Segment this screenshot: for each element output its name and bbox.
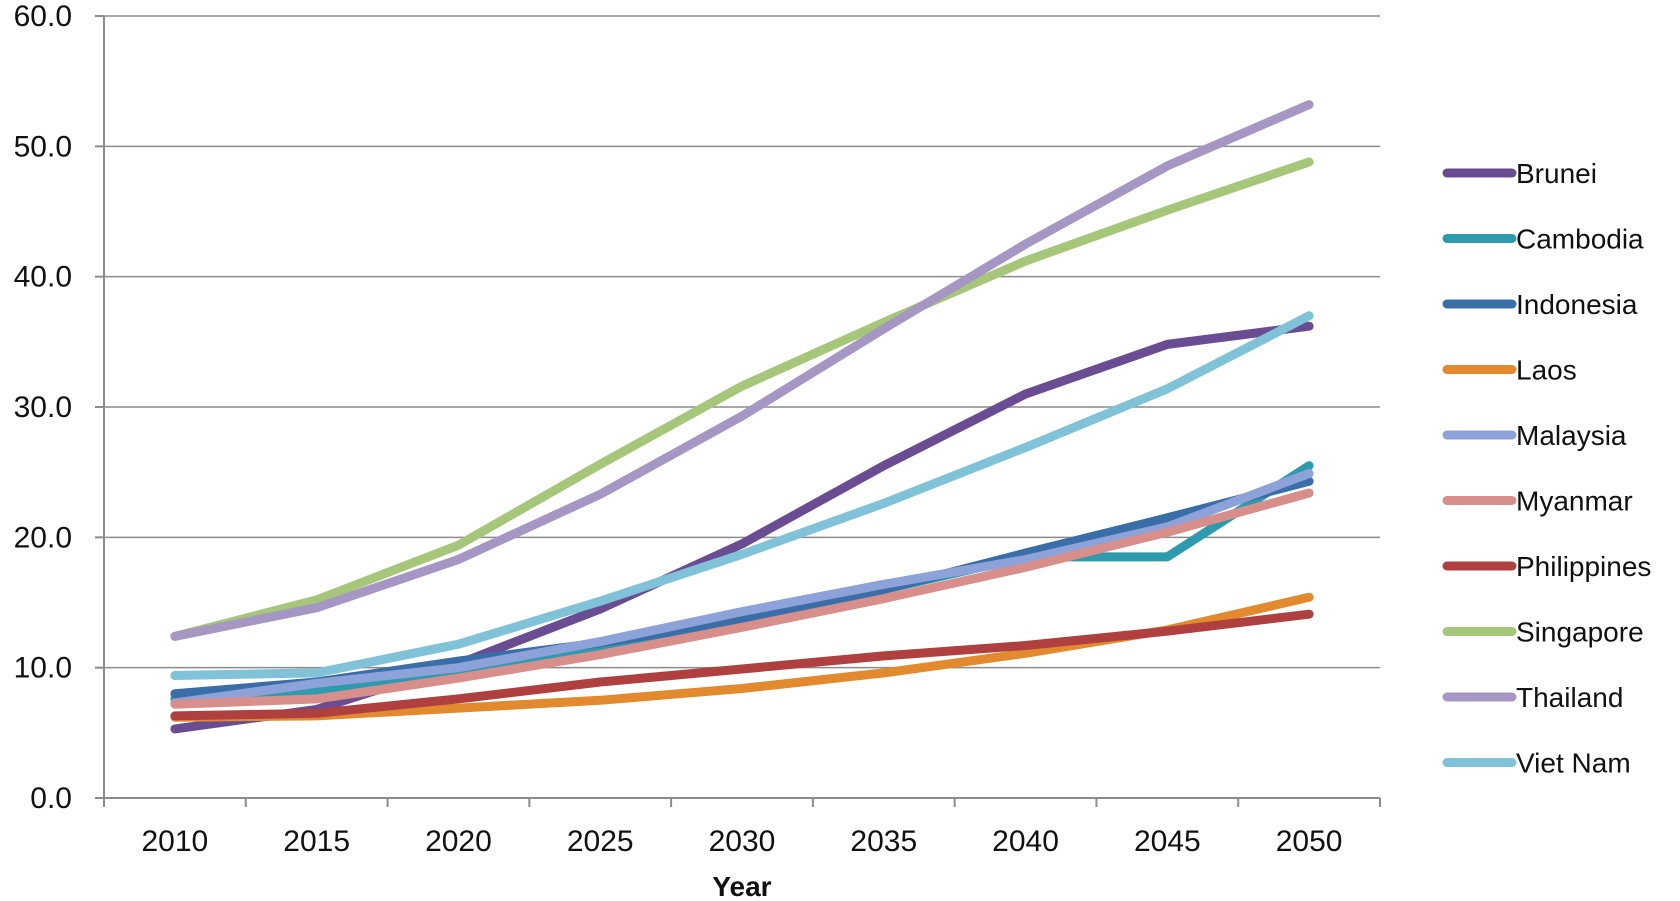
- legend-item: Philippines: [1442, 551, 1651, 582]
- series-line-singapore: [170, 157, 1314, 641]
- y-tick-label: 60.0: [14, 0, 72, 33]
- x-tick-label: 2050: [1276, 825, 1343, 858]
- series-line-myanmar: [170, 488, 1314, 709]
- legend-item: Myanmar: [1442, 486, 1633, 517]
- y-tick-label: 10.0: [14, 652, 72, 685]
- x-axis-tick-labels: 2010 2015 2020 2025 2030 2035 2040 2045 2050: [142, 825, 1343, 858]
- legend-item: Thailand: [1442, 682, 1623, 713]
- legend-item: Viet Nam: [1442, 748, 1631, 779]
- y-axis-tick-labels: 0.0 10.0 20.0 30.0 40.0 50.0 60.0: [14, 0, 72, 815]
- y-tick-label: 30.0: [14, 391, 72, 424]
- legend-label: Brunei: [1516, 158, 1597, 189]
- y-tick-label: 50.0: [14, 130, 72, 163]
- legend-item: Indonesia: [1442, 289, 1638, 320]
- y-tick-label: 40.0: [14, 261, 72, 294]
- legend-item: Singapore: [1442, 617, 1644, 648]
- x-axis-title: Year: [712, 871, 771, 901]
- legend: Brunei Cambodia Indonesia Laos Malaysia Myanm…: [1442, 158, 1651, 779]
- legend-label: Myanmar: [1516, 486, 1633, 517]
- legend-label: Thailand: [1516, 682, 1623, 713]
- gridlines: [104, 15, 1380, 669]
- series-lines: [170, 100, 1314, 734]
- axes: [95, 15, 1381, 807]
- legend-label: Laos: [1516, 355, 1577, 386]
- legend-label: Indonesia: [1516, 289, 1638, 320]
- legend-label: Viet Nam: [1516, 748, 1631, 779]
- series-line-thailand: [170, 100, 1314, 641]
- y-tick-label: 0.0: [30, 782, 72, 815]
- legend-item: Brunei: [1442, 158, 1597, 189]
- legend-label: Philippines: [1516, 551, 1651, 582]
- legend-item: Laos: [1442, 355, 1577, 386]
- x-tick-label: 2020: [425, 825, 492, 858]
- x-tick-label: 2040: [992, 825, 1059, 858]
- x-tick-label: 2035: [850, 825, 917, 858]
- legend-label: Singapore: [1516, 617, 1644, 648]
- legend-label: Cambodia: [1516, 224, 1644, 255]
- series-line-philippines: [170, 609, 1314, 721]
- x-tick-label: 2025: [567, 825, 634, 858]
- x-tick-label: 2045: [1134, 825, 1201, 858]
- x-tick-label: 2015: [283, 825, 350, 858]
- legend-item: Malaysia: [1442, 420, 1627, 451]
- x-tick-label: 2030: [709, 825, 776, 858]
- x-tick-label: 2010: [142, 825, 209, 858]
- legend-item: Cambodia: [1442, 224, 1644, 255]
- series-line-viet-nam: [170, 311, 1314, 680]
- legend-label: Malaysia: [1516, 420, 1627, 451]
- series-line-malaysia: [170, 469, 1314, 708]
- y-tick-label: 20.0: [14, 521, 72, 554]
